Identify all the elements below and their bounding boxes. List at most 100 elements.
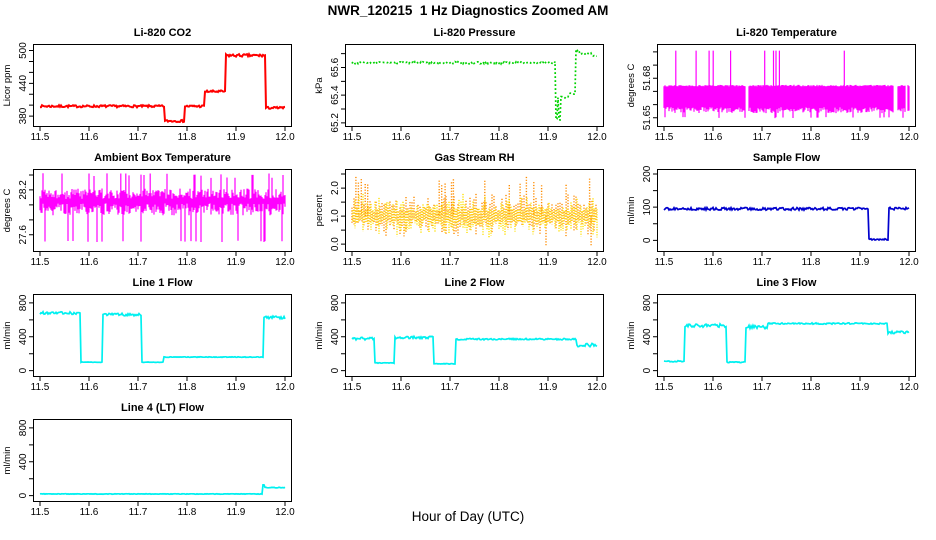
y-tick-label: 400 — [642, 328, 653, 345]
data-line — [39, 310, 286, 364]
x-tick-label: 12.0 — [275, 257, 295, 268]
chart-title: Li-820 Temperature — [736, 27, 837, 39]
y-axis-label: ml/min — [2, 447, 13, 475]
data-line — [663, 321, 910, 364]
plot-box — [345, 294, 604, 377]
tick-marks — [341, 173, 598, 256]
chart-title: Line 3 Flow — [757, 277, 817, 289]
y-tick-label: 400 — [18, 328, 29, 345]
x-tick-label: 12.0 — [587, 382, 607, 393]
x-tick-label: 11.5 — [343, 382, 362, 393]
y-tick-label: 65.6 — [330, 57, 341, 77]
y-tick-label: 800 — [330, 294, 341, 311]
data-line — [39, 483, 286, 496]
x-tick-label: 11.7 — [129, 257, 148, 268]
x-tick-label: 11.6 — [392, 382, 411, 393]
x-tick-label: 11.7 — [129, 507, 148, 518]
tick-marks — [653, 173, 910, 256]
x-tick-label: 11.9 — [539, 257, 558, 268]
plot-box — [33, 419, 292, 502]
y-axis-label: ml/min — [2, 322, 13, 350]
y-tick-label: 0 — [18, 367, 29, 373]
x-tick-label: 11.9 — [851, 132, 870, 143]
y-tick-label: 1.0 — [330, 209, 341, 223]
y-tick-label: 27.6 — [18, 225, 29, 245]
y-tick-label: 100 — [642, 198, 653, 215]
plot-box — [345, 44, 604, 127]
tick-marks — [653, 51, 910, 131]
data-scatter-yellow — [352, 193, 598, 238]
chart-title: Gas Stream RH — [434, 152, 514, 164]
x-tick-label: 11.7 — [753, 132, 772, 143]
x-tick-label: 11.9 — [851, 382, 870, 393]
chart-title: Li-820 Pressure — [434, 27, 516, 39]
chart-sample-flow-svg: Sample Flow 11.5 11.6 11.7 11.8 11.9 12.0 0 100 2… — [626, 152, 919, 268]
series-line-1-flow — [39, 310, 286, 364]
tick-marks — [341, 53, 598, 131]
axes: 11.5 11.6 11.7 11.8 11.9 12.0 65.2 65.4 65.6 kPa — [314, 53, 607, 143]
x-tick-label: 11.8 — [178, 382, 197, 393]
y-axis-label: percent — [314, 194, 325, 226]
data-line — [351, 47, 597, 122]
x-tick-label: 11.5 — [655, 132, 674, 143]
x-tick-label: 11.9 — [227, 507, 246, 518]
series-ambient-box-temperature — [39, 173, 286, 242]
x-tick-label: 11.9 — [851, 257, 870, 268]
y-tick-label: 200 — [642, 165, 653, 182]
axes: 11.5 11.6 11.7 11.8 11.9 12.0 0.0 1.0 2.0 percent — [314, 173, 607, 268]
tick-marks — [341, 302, 598, 381]
x-tick-label: 11.8 — [490, 382, 509, 393]
tick-marks — [653, 302, 910, 381]
plot-box — [657, 44, 916, 127]
tick-marks — [29, 427, 286, 506]
chart-li820-temperature-svg: Li-820 Temperature 11.5 11.6 11.7 11.8 11.9 12… — [626, 27, 919, 143]
x-tick-label: 11.9 — [227, 257, 246, 268]
x-tick-label: 11.5 — [31, 132, 50, 143]
x-tick-label: 11.8 — [178, 507, 197, 518]
x-tick-label: 11.9 — [539, 382, 558, 393]
x-tick-label: 11.8 — [178, 257, 197, 268]
series-li820-temperature — [663, 50, 910, 119]
x-tick-label: 11.8 — [178, 132, 197, 143]
chart-line-4-lt-flow-svg: Line 4 (LT) Flow 11.5 11.6 11.7 11.8 11.9 12.0… — [2, 402, 295, 518]
axes: 11.5 11.6 11.7 11.8 11.9 12.0 27.6 28.2 degrees … — [2, 174, 295, 268]
x-tick-label: 11.8 — [490, 257, 509, 268]
x-axis-global-label: Hour of Day (UTC) — [411, 509, 525, 524]
x-tick-label: 11.5 — [655, 257, 674, 268]
y-tick-label: 0 — [642, 367, 653, 373]
data-band — [663, 50, 910, 119]
y-tick-label: 51.68 — [642, 65, 653, 90]
plot-box — [33, 169, 292, 252]
x-tick-label: 11.6 — [80, 382, 99, 393]
chart-panel-line-2-flow: Line 2 Flow 11.5 11.6 11.7 11.8 11.9 12.0 0 400 8… — [312, 275, 624, 400]
tick-marks — [29, 302, 286, 381]
x-tick-label: 11.6 — [704, 132, 723, 143]
x-tick-label: 11.8 — [802, 257, 821, 268]
y-tick-label: 380 — [18, 107, 29, 124]
x-tick-label: 11.7 — [129, 382, 148, 393]
chart-title: Ambient Box Temperature — [94, 152, 231, 164]
data-line — [39, 51, 286, 124]
series-gas-stream-rh — [351, 176, 598, 246]
series-li820-pressure — [351, 47, 597, 122]
y-axis-label: degrees C — [626, 63, 637, 107]
tick-marks — [29, 50, 286, 131]
y-tick-label: 28.2 — [18, 180, 29, 200]
y-axis-label: ml/min — [626, 322, 637, 350]
x-tick-label: 11.8 — [490, 132, 509, 143]
plot-box — [33, 294, 292, 377]
y-tick-label: 0 — [642, 237, 653, 243]
chart-li820-co2-svg: Li-820 CO2 11.5 11.6 11.7 11.8 11.9 12.0 380 440… — [2, 27, 295, 143]
x-tick-label: 12.0 — [899, 382, 919, 393]
plot-box — [345, 169, 604, 252]
data-line — [351, 334, 598, 365]
chart-line-3-flow-svg: Line 3 Flow 11.5 11.6 11.7 11.8 11.9 12.0 0 400 8… — [626, 277, 919, 393]
chart-gas-stream-rh-svg: Gas Stream RH 11.5 11.6 11.7 11.8 11.9 12.0 0.0… — [314, 152, 607, 268]
x-tick-label: 12.0 — [275, 382, 295, 393]
chart-line-1-flow-svg: Line 1 Flow 11.5 11.6 11.7 11.8 11.9 12.0 0 400 8… — [2, 277, 295, 393]
y-tick-label: 440 — [18, 75, 29, 92]
series-li820-co2 — [39, 51, 286, 124]
x-tick-label: 12.0 — [587, 257, 607, 268]
x-tick-label: 11.5 — [31, 257, 50, 268]
